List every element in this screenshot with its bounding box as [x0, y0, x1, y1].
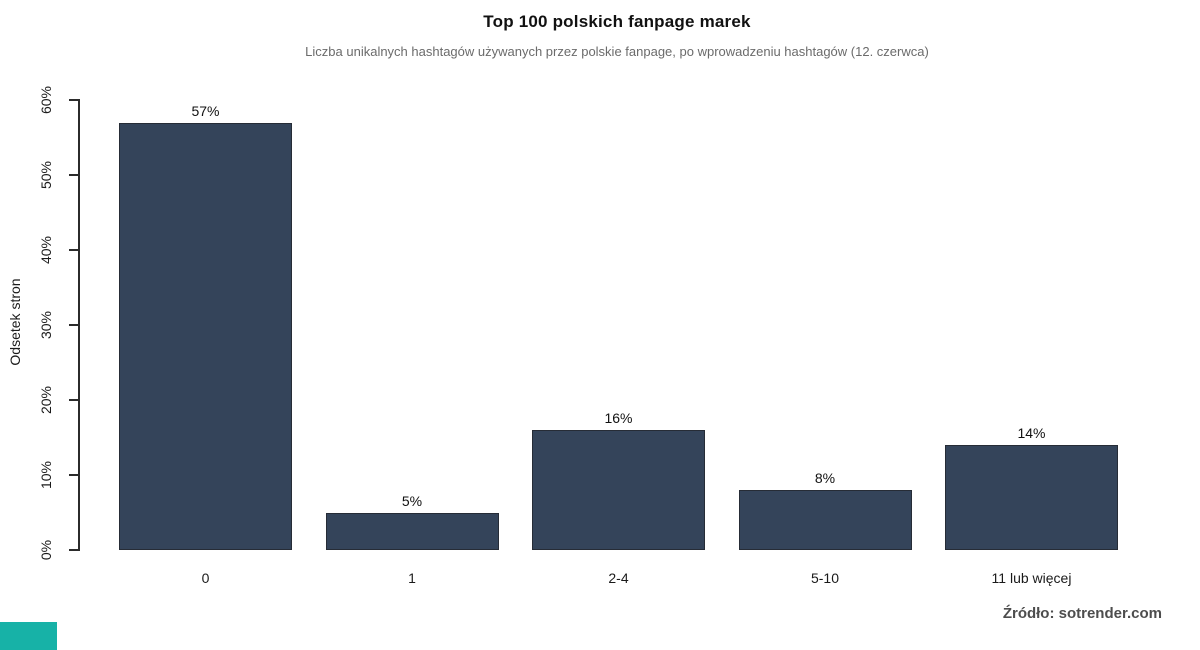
y-axis-line	[78, 99, 80, 551]
y-axis-tick-label-text: 60%	[38, 85, 54, 115]
bar-11 lub więcej	[945, 445, 1118, 550]
bar-0	[119, 122, 292, 550]
bar-value-label: 16%	[604, 410, 633, 426]
chart-title: Top 100 polskich fanpage marek	[483, 12, 751, 31]
x-axis-category-label: 0	[201, 570, 210, 586]
bar-5-10	[738, 490, 912, 550]
bar-1	[325, 512, 499, 550]
x-axis-category-label: 5-10	[810, 570, 840, 586]
y-axis-tick	[69, 474, 78, 476]
y-axis-tick	[69, 174, 78, 176]
y-axis-tick-label-text: 40%	[38, 235, 54, 265]
bar-value-label: 8%	[814, 470, 836, 486]
y-axis-tick	[69, 549, 78, 551]
bar-2-4	[532, 430, 705, 550]
y-axis-tick-label-text: 30%	[38, 310, 54, 340]
bar-value-label: 14%	[1017, 425, 1046, 441]
y-axis-tick-label-text: 50%	[38, 160, 54, 190]
y-axis-tick-label-text: 20%	[38, 385, 54, 415]
y-axis-tick	[69, 99, 78, 101]
bar-value-label: 57%	[191, 102, 220, 119]
chart-header: Top 100 polskich fanpage marek Liczba un…	[34, 12, 1200, 59]
bar-value-label: 5%	[401, 492, 423, 509]
y-axis-title-text: Odsetek stron	[7, 278, 23, 366]
y-axis-tick	[69, 324, 78, 326]
chart-subtitle: Liczba unikalnych hashtagów używanych pr…	[305, 44, 929, 59]
x-axis-category-label: 1	[408, 570, 416, 586]
y-axis-tick-label-text: 10%	[38, 460, 54, 490]
y-axis-tick	[69, 249, 78, 251]
y-axis-tick	[69, 399, 78, 401]
x-axis-category-label: 11 lub więcej	[991, 570, 1072, 586]
sotrender-brand-mark	[0, 622, 57, 650]
x-axis-category-label: 2-4	[608, 570, 629, 586]
y-axis-tick-label-text: 0%	[38, 539, 54, 561]
source-credit: Źródło: sotrender.com	[1002, 605, 1162, 622]
